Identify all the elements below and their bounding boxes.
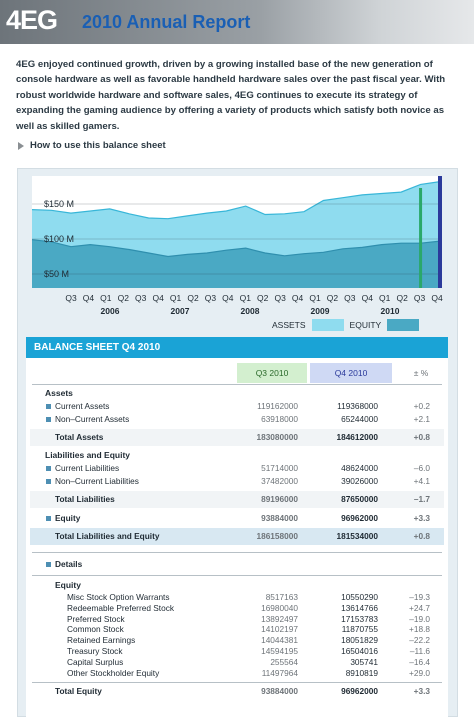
legend-assets-label: ASSETS (272, 320, 306, 330)
y-tick-label: $100 M (44, 234, 74, 244)
series-line-assets (31, 181, 441, 220)
detail-row[interactable]: Other Stockholder Equity 11497964 8910819 +… (67, 667, 430, 678)
x-tick-label: Q3 (135, 293, 147, 303)
details-toggle[interactable]: Details (26, 558, 448, 571)
col-header-q4[interactable]: Q4 2010 (310, 363, 392, 383)
section-assets: Assets (45, 388, 73, 398)
x-tick-label: Q1 (379, 293, 391, 303)
play-arrow-icon (18, 141, 24, 150)
x-tick-label: Q3 (344, 293, 356, 303)
report-header: 4EG 2010 Annual Report (0, 0, 474, 44)
total-row-bg (30, 491, 444, 508)
x-tick-label: Q4 (292, 293, 304, 303)
legend-assets-swatch (311, 319, 344, 331)
how-to-label: How to use this balance sheet (30, 140, 166, 151)
q4-marker[interactable] (438, 176, 442, 288)
divider (32, 552, 442, 553)
page-title: 2010 Annual Report (82, 12, 251, 32)
brand-logo: 4EG (6, 5, 58, 35)
quarterly-area-chart[interactable]: $150 M $100 M $50 M Q3 Q4 Q1 Q2 Q3 Q4 Q1 Q2 Q3 Q4 Q1 Q… (0, 0, 474, 337)
x-tick-label: Q4 (222, 293, 234, 303)
table-row[interactable]: Non–Current Liabilities 37482000 3902600… (26, 475, 448, 488)
intro-text: 4EG enjoyed continued growth, driven by … (16, 59, 446, 132)
detail-row[interactable]: Treasury Stock 14594195 16504016 –11.6 (67, 646, 430, 656)
chart-legend: ASSETS EQUITY (272, 319, 420, 331)
x-tick-label: Q4 (431, 293, 443, 303)
x-tick-label: Q2 (118, 293, 130, 303)
detail-row[interactable]: Redeemable Preferred Stock 16980040 136147… (67, 602, 430, 613)
col-header-change: ± % (413, 368, 429, 378)
details-equity-title: Equity (55, 580, 81, 590)
square-bullet-icon (46, 404, 51, 409)
total-row-bg (30, 429, 444, 446)
series-area-equity (32, 239, 440, 288)
year-label: 2007 (171, 306, 190, 316)
year-label: 2006 (101, 306, 120, 316)
y-tick-label: $150 M (44, 199, 74, 209)
x-tick-label: Q4 (83, 293, 95, 303)
year-label: 2008 (241, 306, 260, 316)
table-row[interactable]: Current Liabilities 51714000 48624000 –6… (26, 462, 448, 475)
x-tick-label: Q3 (205, 293, 217, 303)
series-line-equity (31, 239, 441, 258)
x-tick-label: Q1 (309, 293, 321, 303)
detail-row[interactable]: Retained Earnings 14044381 18051829 –22.2 (67, 635, 430, 646)
balance-sheet-title: BALANCE SHEET Q4 2010 (26, 337, 448, 358)
section-liabilities: Liabilities and Equity (45, 450, 131, 460)
x-tick-label: Q2 (396, 293, 408, 303)
detail-row[interactable]: Misc Stock Option Warrants 8517163 1055029… (67, 592, 430, 602)
x-tick-label: Q4 (362, 293, 374, 303)
detail-row[interactable]: Common Stock 14102197 11870755 +18.8 (67, 624, 430, 635)
square-bullet-icon (46, 516, 51, 521)
year-label: 2009 (311, 306, 330, 316)
square-bullet-icon (46, 562, 51, 567)
equity-row[interactable]: Equity 93884000 96962000 +3.3 (26, 512, 448, 525)
x-tick-label: Q3 (274, 293, 286, 303)
total-assets-row: Total Assets 183080000 184612000 +0.8 (55, 432, 430, 442)
x-tick-label: Q4 (152, 293, 164, 303)
detail-row[interactable]: Capital Surplus 255564 305741 –16.4 (67, 656, 430, 667)
y-tick-label: $50 M (44, 269, 69, 279)
square-bullet-icon (46, 479, 51, 484)
table-row[interactable]: Non–Current Assets 63918000 65244000 +2.… (26, 413, 448, 426)
detail-row[interactable]: Preferred Stock 13892497 17153783 –19.0 (67, 613, 430, 624)
total-liabilities-row: Total Liabilities 89196000 87650000 –1.7 (55, 494, 430, 504)
total-equity-row: Total Equity 93884000 96962000 +3.3 (55, 686, 430, 696)
year-label: 2010 (381, 306, 400, 316)
divider (32, 682, 442, 683)
x-tick-label: Q2 (257, 293, 269, 303)
divider (32, 384, 442, 385)
x-tick-label: Q1 (100, 293, 112, 303)
col-header-q3[interactable]: Q3 2010 (237, 363, 307, 383)
x-tick-label: Q3 (414, 293, 426, 303)
legend-equity-swatch (387, 319, 420, 331)
x-tick-label: Q3 (65, 293, 77, 303)
balance-table: Q3 2010 Q4 2010 ± % Assets Current Asset… (26, 358, 448, 717)
divider (32, 575, 442, 576)
total-liabilities-equity-row: Total Liabilities and Equity 186158000 1… (55, 531, 430, 541)
square-bullet-icon (46, 417, 51, 422)
table-row[interactable]: Current Assets 119162000 119368000 +0.2 (26, 400, 448, 413)
total-row-bg (30, 528, 444, 545)
square-bullet-icon (46, 466, 51, 471)
q3-marker[interactable] (419, 188, 423, 288)
how-to-link[interactable]: How to use this balance sheet (18, 140, 166, 151)
x-tick-label: Q2 (187, 293, 199, 303)
legend-equity-label: EQUITY (349, 320, 382, 330)
x-tick-label: Q2 (327, 293, 339, 303)
x-tick-label: Q1 (240, 293, 252, 303)
x-tick-label: Q1 (170, 293, 182, 303)
